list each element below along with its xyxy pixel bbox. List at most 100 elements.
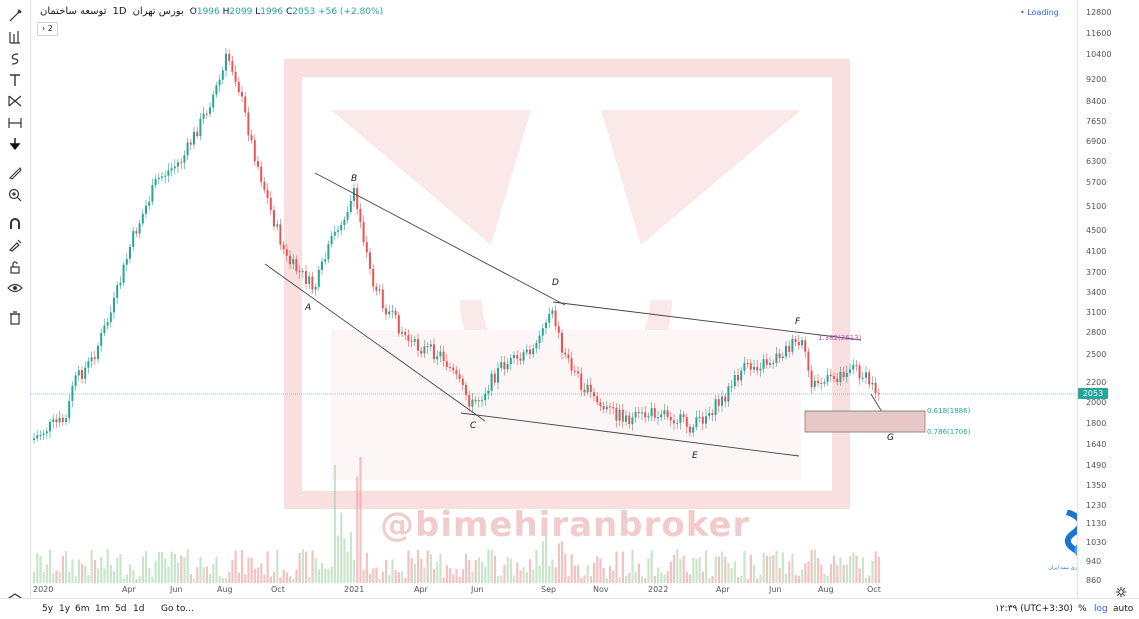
percent-toggle[interactable]: % [1078,604,1087,614]
clock-timezone[interactable]: ۱۲:۳۹ (UTC+3:30) [995,604,1073,614]
volume-bar [692,558,695,583]
candle-body [580,373,583,390]
price-chart[interactable] [31,0,1077,598]
volume-bar [170,551,173,583]
candle-body [733,374,736,387]
volume-bar [801,569,804,583]
range-5y[interactable]: 5y [42,604,54,614]
candle-body [263,181,266,190]
ruler-icon[interactable] [5,163,25,183]
volume-bar [762,552,765,583]
wave-label-a: A [305,303,312,313]
candle-body [481,400,483,402]
volume-bar [621,551,624,583]
candle-body [625,415,627,422]
volume-bar [429,554,432,583]
candle-body [257,161,259,167]
volume-bar [426,550,429,583]
volume-bar [836,564,839,583]
eye-icon[interactable] [5,278,25,298]
volume-bar [305,551,308,583]
trend-line-icon[interactable] [5,27,25,47]
arrow-down-icon[interactable] [5,134,25,154]
auto-toggle[interactable]: auto [1113,604,1134,614]
candle-body [509,358,512,365]
measure-icon[interactable] [5,113,25,133]
volume-bar [490,549,493,583]
candle-body [836,378,839,383]
volume-bar [609,565,612,583]
range-6m[interactable]: 6m [75,604,90,614]
interval-label[interactable]: 1D [112,6,127,17]
range-1d[interactable]: 1d [133,604,145,614]
price-axis[interactable]: 12800 11600 10400 9200 8400 7650 6900 6300 5700 5… [1077,0,1139,598]
volume-bar [327,569,330,583]
time-tick: Jun [471,585,484,594]
candle-body [359,208,362,223]
range-1m[interactable]: 1m [95,604,110,614]
candle-body [33,438,35,440]
wave-label-c: C [470,421,477,431]
magnet-icon[interactable] [5,214,25,234]
candle-body [410,340,413,342]
volume-bar [794,574,797,583]
trash-icon[interactable] [5,308,25,328]
candle-body [125,258,128,265]
candle-body [465,384,467,396]
zoom-in-icon[interactable] [5,185,25,205]
candle-body [609,406,611,408]
volume-bar [695,558,698,583]
gear-icon[interactable] [1115,583,1127,602]
volume-bar [52,573,55,583]
volume-bar [324,568,327,583]
candle-body [164,175,167,177]
goto-button[interactable]: Go to... [161,604,194,614]
brush-icon[interactable] [5,49,25,69]
candle-body [253,140,256,162]
exchange-label: بورس تهران [132,6,184,17]
range-5d[interactable]: 5d [115,604,127,614]
time-axis[interactable]: 2020 Apr Jun Aug Oct 2021 Apr Jun Sep Nov 2022 Apr J… [31,585,1077,597]
candle-body [250,135,253,141]
volume-bar [612,570,615,583]
unlock-icon[interactable] [5,257,25,277]
chart-pane[interactable] [31,0,1077,598]
candle-body [186,142,189,156]
cursor-icon[interactable] [5,6,25,26]
volume-bar [385,559,388,583]
volume-bar [65,551,68,583]
volume-bar [551,559,554,583]
trend-line-upper-2 [552,301,862,341]
candle-body [42,433,45,435]
volume-bar [660,572,663,583]
lock-drawing-icon[interactable] [5,235,25,255]
text-icon[interactable] [5,70,25,90]
candle-body [647,416,650,418]
collapse-indicators-button[interactable]: › 2 [37,22,58,36]
volume-bar [842,564,845,583]
candle-body [861,377,864,379]
candle-body [436,356,439,360]
volume-bar [417,549,420,583]
candle-body [564,352,567,355]
candle-body [778,353,781,358]
candle-body [234,71,237,82]
pattern-icon[interactable] [5,91,25,111]
volume-bar [474,559,477,583]
candle-body [199,118,202,137]
volume-bar [567,576,570,583]
log-toggle[interactable]: log [1094,604,1108,614]
volume-bar [39,555,42,583]
volume-bar [119,554,122,583]
candle-body [401,331,403,334]
volume-bar [87,575,90,583]
volume-bar [714,556,717,583]
volume-bar [263,574,266,583]
candle-body [218,79,221,86]
volume-bar [330,566,333,583]
range-1y[interactable]: 1y [59,604,71,614]
symbol-name[interactable]: توسعه ساختمان [40,6,107,17]
candle-body [685,417,688,427]
price-tick: 11600 [1086,29,1112,38]
volume-bar [164,558,167,583]
